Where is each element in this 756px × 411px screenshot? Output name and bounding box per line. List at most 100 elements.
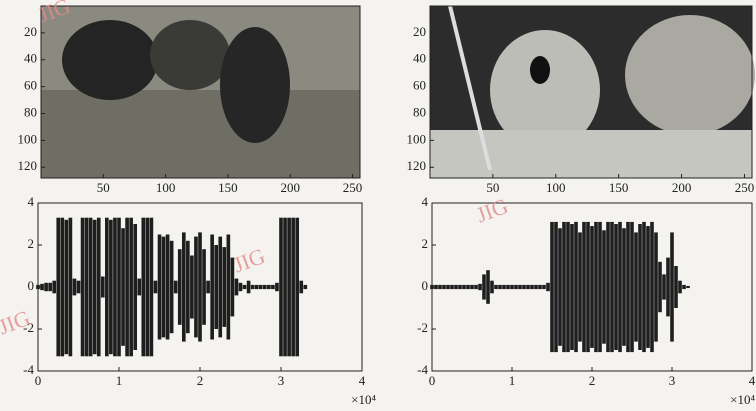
waveform-segment	[92, 219, 97, 355]
waveform-segment	[458, 284, 462, 290]
waveform-segment	[283, 217, 287, 357]
cow	[220, 27, 290, 143]
waveform-segment	[275, 282, 279, 292]
ground	[430, 130, 752, 178]
waveform-segment	[291, 217, 295, 357]
waveform-segment	[562, 221, 566, 353]
waveform-segment	[438, 284, 442, 290]
waveform-segment	[88, 217, 93, 357]
waveform-segment	[542, 284, 546, 290]
y-tick-label: 2	[422, 236, 429, 251]
waveform-segment	[271, 284, 275, 290]
waveform-segment	[566, 221, 570, 353]
waveform-segment	[218, 236, 223, 338]
waveform-segment	[666, 257, 670, 317]
waveform-segment	[526, 284, 530, 290]
y-tick-label: 40	[413, 51, 426, 66]
x-tick-label: 250	[343, 180, 363, 195]
x-tick-label: 100	[546, 180, 566, 195]
waveform-segment	[598, 221, 602, 353]
waveform-segment	[446, 284, 450, 290]
waveform-segment	[133, 224, 138, 350]
waveform-segment	[482, 274, 486, 300]
waveform-segment	[279, 217, 283, 357]
waveform-segment	[554, 221, 558, 353]
waveform-segment	[510, 284, 514, 290]
cow	[150, 20, 230, 90]
y-tick-label: 60	[413, 78, 426, 93]
y-tick-label: 2	[28, 236, 35, 251]
x-tick-label: 2	[197, 373, 204, 388]
waveform-segment	[250, 284, 255, 290]
leaf	[625, 15, 755, 135]
x-tick-label: 3	[669, 373, 676, 388]
waveform-segment	[586, 221, 590, 353]
x-multiplier: ×10⁴	[730, 392, 755, 407]
waveform-segment	[498, 284, 502, 290]
waveform-segment	[234, 278, 239, 296]
waveform-segment	[478, 283, 482, 291]
waveform-segment	[173, 280, 178, 294]
waveform-segment	[238, 282, 243, 292]
waveform-segment	[295, 217, 300, 357]
y-tick-label: 4	[28, 194, 35, 209]
waveform-segment	[550, 221, 554, 353]
waveform-segment	[662, 274, 666, 300]
waveform-segment	[462, 284, 466, 290]
waveform-segment	[165, 234, 170, 340]
waveform-segment	[442, 284, 446, 290]
waveform-segment	[578, 232, 582, 342]
x-tick-label: 1	[116, 373, 123, 388]
waveform-segment	[145, 217, 150, 357]
waveform-segment	[161, 236, 166, 338]
y-tick-label: 40	[24, 51, 37, 66]
y-tick-label: 100	[407, 131, 427, 146]
x-tick-label: 3	[278, 373, 285, 388]
waveform-segment	[125, 217, 129, 357]
waveform-segment	[642, 221, 646, 353]
waveform-segment	[242, 284, 247, 290]
waveform-segment	[105, 217, 109, 357]
waveform-segment	[84, 217, 89, 357]
waveform-segment	[202, 249, 206, 325]
waveform-segment	[518, 284, 522, 290]
waveform-segment	[186, 240, 190, 334]
waveform-segment	[522, 284, 526, 290]
waveform-segment	[470, 284, 474, 290]
y-tick-label: 120	[407, 158, 427, 173]
y-tick-label: 80	[413, 104, 426, 119]
waveform-segment	[190, 255, 194, 319]
waveform-segment	[262, 284, 267, 290]
y-tick-label: 120	[18, 158, 38, 173]
waveform-segment	[570, 224, 574, 350]
waveform-segment	[299, 280, 304, 294]
y-tick-label: -2	[417, 320, 428, 335]
waveform-segment	[546, 282, 550, 292]
waveform-segment	[222, 247, 227, 327]
x-tick-label: 4	[749, 373, 756, 388]
waveform-segment	[674, 266, 678, 308]
waveform-segment	[590, 226, 594, 348]
watermark: JIG	[473, 193, 512, 227]
waveform-segment	[258, 284, 263, 290]
y-tick-label: -2	[23, 320, 34, 335]
y-tick-label: -4	[23, 362, 34, 377]
waveform-segment	[678, 280, 682, 294]
waveform-segment	[96, 217, 101, 357]
y-tick-label: 4	[422, 194, 429, 209]
x-tick-label: 200	[280, 180, 300, 195]
cow	[62, 20, 158, 100]
waveform-segment	[109, 219, 113, 355]
waveform-segment	[638, 224, 642, 350]
x-tick-label: 200	[672, 180, 692, 195]
waveform-segment	[56, 217, 61, 357]
waveform-segment	[303, 284, 308, 290]
x-tick-label: 150	[609, 180, 629, 195]
waveform-segment	[80, 217, 85, 357]
waveform-segment	[466, 284, 470, 290]
waveform-segment	[129, 217, 133, 357]
waveform-segment	[177, 249, 182, 325]
waveform-segment	[646, 226, 650, 348]
waveform-segment	[48, 282, 52, 292]
